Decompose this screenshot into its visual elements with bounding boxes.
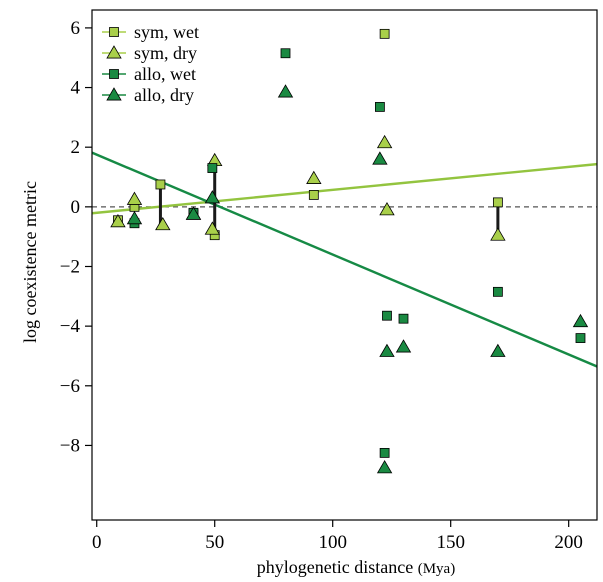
x-axis-title-unit: (Mya) [418,561,456,577]
point-allo-dry-1 [185,206,202,220]
point-allo-wet-8 [492,286,503,297]
point-sym-dry-8 [379,202,395,216]
y-tick-label-0: 0 [71,197,81,218]
point-sym-dry-2 [155,216,171,231]
legend-marker-sym-wet [109,27,119,37]
point-sym-wet-7 [492,197,503,208]
legend-marker-sym-dry [106,45,122,59]
point-sym-wet-2 [155,179,166,190]
point-allo-wet-5 [379,447,390,458]
x-tick-label-100: 100 [318,532,347,553]
point-allo-wet-6 [382,310,392,321]
point-sym-dry-1 [126,191,143,205]
legend-label-sym-wet: sym, wet [134,22,199,42]
regression-line-allo [92,151,597,368]
point-allo-dry-5 [376,460,393,474]
y-tick-label--4: −4 [60,316,81,337]
legend-marker-allo-dry [106,87,122,101]
point-allo-dry-6 [379,343,395,357]
y-axis-title: log coexistence metric [20,181,40,343]
point-allo-dry-2 [204,190,221,204]
x-tick-label-200: 200 [554,532,583,553]
y-tick-label--6: −6 [60,376,80,397]
x-tick-label-0: 0 [92,532,102,553]
point-allo-dry-9 [572,313,589,328]
y-tick-label-6: 6 [71,18,81,39]
plot-contents [92,28,597,474]
point-allo-wet-2 [207,163,218,173]
x-axis-title-main: phylogenetic distance [257,557,413,577]
legend-marker-allo-wet [109,69,119,79]
point-allo-dry-4 [372,151,388,165]
point-sym-dry-6 [306,170,322,184]
point-allo-wet-3 [280,48,291,59]
point-sym-dry-9 [490,227,506,241]
point-sym-wet-6 [379,28,390,39]
axes: 0 50 100 150 200 −8 −6 −4 −2 0 2 4 6 [60,9,598,553]
point-sym-dry-0 [110,213,126,228]
point-allo-wet-7 [398,313,409,324]
point-allo-dry-8 [490,343,506,357]
point-sym-dry-7 [376,134,393,149]
point-allo-dry-0 [126,210,143,225]
plot-area [92,28,597,474]
x-tick-label-50: 50 [205,532,224,553]
point-allo-wet-4 [374,102,385,112]
x-axis-title: phylogenetic distance (Mya) [257,557,455,577]
x-tick-label-150: 150 [436,532,465,553]
point-sym-dry-4 [204,221,221,235]
y-tick-label-4: 4 [71,78,81,99]
regression-line-sym [92,162,597,215]
point-allo-wet-9 [575,333,586,343]
plot-frame [91,9,598,521]
y-tick-label--8: −8 [60,435,80,456]
point-allo-dry-7 [395,339,412,353]
point-allo-dry-3 [277,84,294,98]
legend-label-allo-wet: allo, wet [134,64,196,84]
y-tick-label-2: 2 [71,137,81,158]
legend-label-allo-dry: allo, dry [134,85,194,105]
legend-label-sym-dry: sym, dry [134,43,197,63]
y-tick-label--2: −2 [60,256,80,277]
point-sym-wet-5 [308,190,319,200]
